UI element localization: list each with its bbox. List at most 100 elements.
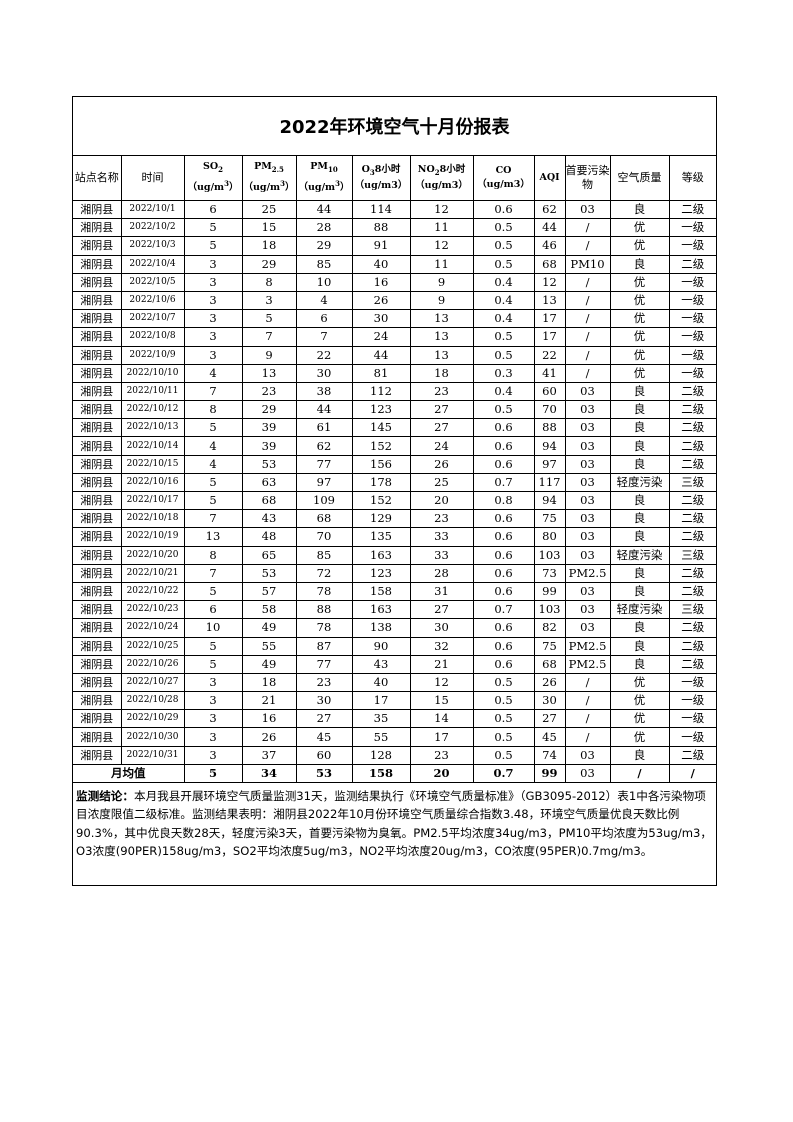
table-row: 湘阴县 2022/10/27 3 18 23 40 12 0.5 26/优一级: [73, 672, 716, 693]
cell-primary-pollutant: /: [564, 345, 611, 365]
cell-pm10: 88: [295, 600, 353, 620]
cell-no2: 12: [409, 200, 474, 220]
cell-co: 0.6: [472, 563, 535, 583]
average-label: 月均值: [73, 763, 185, 784]
cell-site: 湘阴县: [73, 345, 122, 365]
cell-primary-pollutant: 03: [564, 600, 611, 620]
table-row: 湘阴县 2022/10/21 7 53 72 123 28 0.6 73 PM2.5 良二级: [73, 563, 716, 583]
cell-grade: 三级: [668, 600, 716, 620]
cell-site: 湘阴县: [73, 472, 122, 493]
header-main: CO: [495, 165, 512, 176]
cell-pm25: 26: [241, 727, 297, 747]
cell-aqi: 94: [533, 436, 566, 456]
cell-co: 0.6: [472, 636, 535, 656]
cell-pm25: 65: [241, 545, 297, 565]
cell-air-quality: 优: [609, 218, 670, 238]
cell-aqi: 75: [533, 636, 566, 656]
cell-site: 湘阴县: [73, 290, 122, 311]
cell-air-quality: 优: [609, 327, 670, 347]
cell-so2: 5: [183, 654, 243, 674]
cell-co: 0.3: [472, 363, 535, 383]
cell-pm10: 61: [295, 418, 353, 438]
cell-so2: 5: [183, 581, 243, 602]
cell-aqi: 22: [533, 345, 566, 365]
table-row: 湘阴县 2022/10/10 4 13 30 81 18 0.3 41/优一级: [73, 363, 716, 383]
cell-aqi: 12: [533, 272, 566, 292]
header-sup: 3: [224, 179, 229, 189]
cell-co: 0.4: [472, 309, 535, 329]
cell-site: 湘阴县: [73, 636, 122, 656]
header-text: 站点名称: [74, 171, 119, 184]
cell-so2: 8: [183, 400, 243, 420]
cell-grade: 二级: [668, 454, 716, 474]
cell-aqi: 70: [533, 400, 566, 420]
cell-o3: 40: [351, 672, 411, 693]
cell-aqi: 68: [533, 654, 566, 674]
cell-co: 0.7: [472, 600, 535, 620]
cell-pm25: 43: [241, 509, 297, 529]
table-row: 湘阴县 2022/10/28 3 21 30 17 15 0.5 30/优一级: [73, 691, 716, 711]
cell-pm10: 29: [295, 236, 353, 256]
header-text: AQI: [539, 172, 560, 183]
cell-site: 湘阴县: [73, 727, 122, 747]
cell-site: 湘阴县: [73, 691, 122, 711]
cell-grade: 二级: [668, 563, 716, 583]
cell-so2: 3: [183, 327, 243, 347]
average-aqi: 99: [533, 763, 566, 784]
cell-pm10: 77: [295, 654, 353, 674]
cell-aqi: 73: [533, 563, 566, 583]
conclusion-text: 本月我县开展环境空气质量监测31天，监测结果执行《环境空气质量标准》（GB309…: [76, 789, 712, 858]
cell-pm25: 18: [241, 236, 297, 256]
cell-pm25: 58: [241, 600, 297, 620]
cell-air-quality: 良: [609, 654, 670, 674]
cell-o3: 158: [351, 581, 411, 602]
cell-air-quality: 优: [609, 290, 670, 311]
cell-so2: 3: [183, 345, 243, 365]
cell-aqi: 46: [533, 236, 566, 256]
cell-pm25: 13: [241, 363, 297, 383]
cell-date: 2022/10/25: [120, 636, 185, 656]
cell-date: 2022/10/12: [120, 400, 185, 420]
cell-no2: 13: [409, 327, 474, 347]
cell-so2: 3: [183, 672, 243, 693]
cell-date: 2022/10/9: [120, 345, 185, 365]
cell-pm25: 49: [241, 618, 297, 638]
cell-pm25: 63: [241, 472, 297, 493]
cell-o3: 123: [351, 400, 411, 420]
cell-co: 0.6: [472, 527, 535, 547]
cell-aqi: 45: [533, 727, 566, 747]
cell-aqi: 30: [533, 691, 566, 711]
cell-grade: 一级: [668, 327, 716, 347]
header-date: 时间: [120, 156, 185, 201]
cell-grade: 一级: [668, 691, 716, 711]
cell-o3: 88: [351, 218, 411, 238]
cell-grade: 一级: [668, 309, 716, 329]
cell-pm25: 68: [241, 490, 297, 511]
average-primary-pollutant: 03: [564, 763, 611, 784]
cell-o3: 114: [351, 200, 411, 220]
cell-co: 0.5: [472, 327, 535, 347]
cell-date: 2022/10/7: [120, 309, 185, 329]
cell-grade: 一级: [668, 363, 716, 383]
header-main: PM: [310, 161, 328, 173]
cell-site: 湘阴县: [73, 618, 122, 638]
average-grade: /: [668, 763, 716, 784]
cell-so2: 5: [183, 418, 243, 438]
cell-co: 0.4: [472, 381, 535, 402]
table-row: 湘阴县 2022/10/9 3 9 22 44 13 0.5 22/优一级: [73, 345, 716, 365]
cell-o3: 123: [351, 563, 411, 583]
cell-no2: 13: [409, 309, 474, 329]
cell-pm10: 85: [295, 254, 353, 274]
cell-site: 湘阴县: [73, 509, 122, 529]
cell-air-quality: 良: [609, 418, 670, 438]
header-unit: （ug/m3）: [354, 180, 408, 192]
cell-site: 湘阴县: [73, 490, 122, 511]
cell-air-quality: 优: [609, 236, 670, 256]
cell-primary-pollutant: /: [564, 691, 611, 711]
cell-no2: 27: [409, 400, 474, 420]
cell-air-quality: 良: [609, 509, 670, 529]
cell-co: 0.6: [472, 618, 535, 638]
cell-date: 2022/10/22: [120, 581, 185, 602]
header-after: 8小时: [439, 163, 466, 175]
cell-no2: 15: [409, 691, 474, 711]
